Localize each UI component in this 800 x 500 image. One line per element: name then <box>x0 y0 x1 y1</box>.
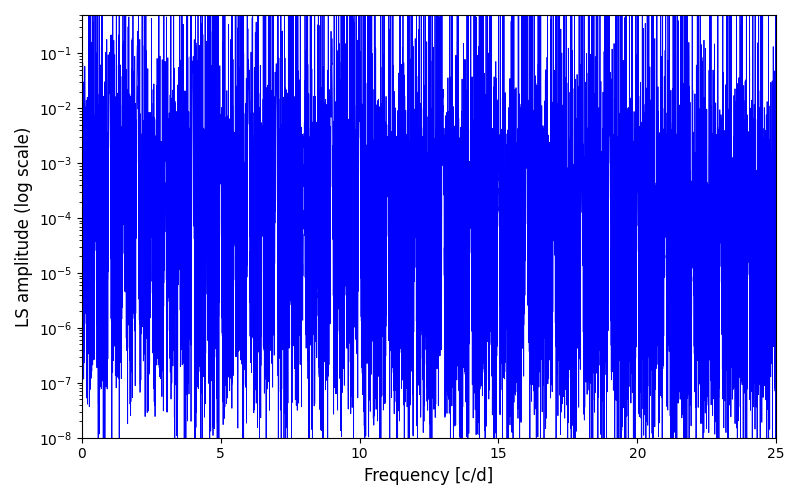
Y-axis label: LS amplitude (log scale): LS amplitude (log scale) <box>15 126 33 326</box>
X-axis label: Frequency [c/d]: Frequency [c/d] <box>364 467 494 485</box>
